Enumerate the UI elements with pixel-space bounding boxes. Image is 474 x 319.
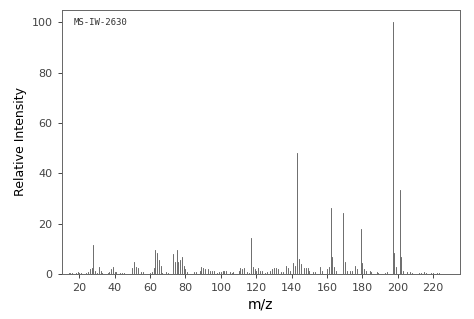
X-axis label: m/z: m/z <box>248 298 273 312</box>
Text: MS-IW-2630: MS-IW-2630 <box>73 18 128 26</box>
Y-axis label: Relative Intensity: Relative Intensity <box>14 87 27 197</box>
